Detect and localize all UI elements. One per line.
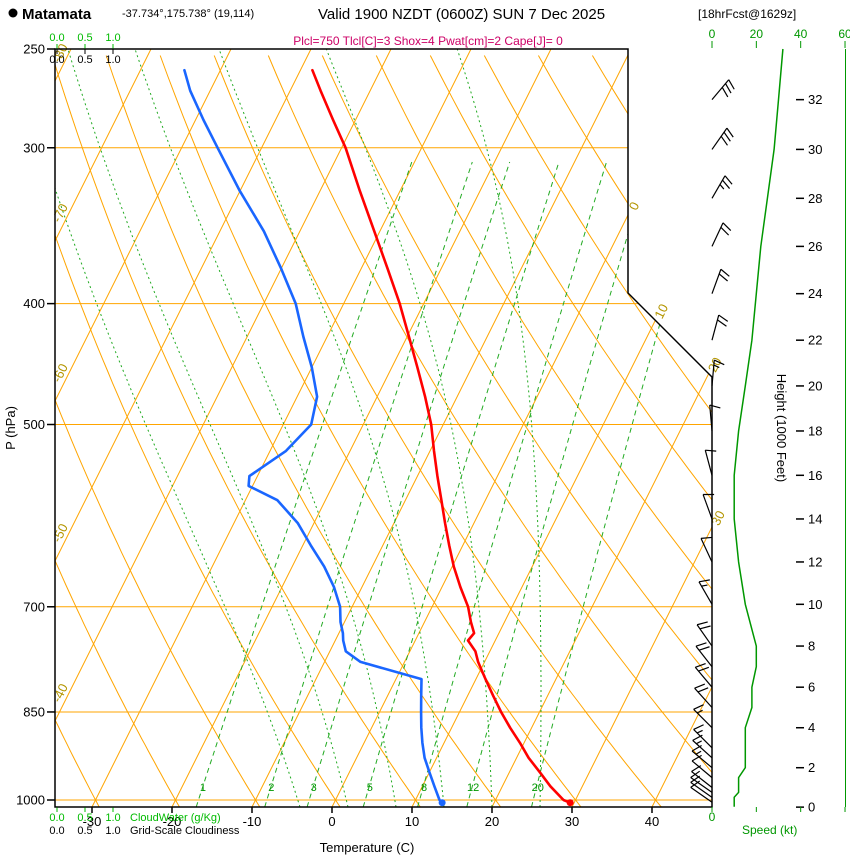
svg-text:1.0: 1.0 <box>105 32 120 44</box>
svg-text:22: 22 <box>808 333 822 348</box>
svg-text:300: 300 <box>23 140 45 155</box>
plot-border <box>54 48 713 808</box>
valid-time: Valid 1900 NZDT (0600Z) SUN 7 Dec 2025 <box>318 6 605 23</box>
svg-text:40: 40 <box>794 27 808 41</box>
svg-text:250: 250 <box>23 42 45 57</box>
svg-text:8: 8 <box>421 782 427 794</box>
svg-text:6: 6 <box>808 680 815 695</box>
svg-text:-60: -60 <box>49 361 71 385</box>
svg-text:12: 12 <box>808 554 822 569</box>
svg-text:0.5: 0.5 <box>77 825 92 837</box>
cloudwater-label: CloudWater (g/Kg) <box>130 812 221 824</box>
station-name: Matamata <box>22 6 92 23</box>
station-coords: -37.734°,175.738° (19,114) <box>122 8 254 20</box>
svg-text:0.5: 0.5 <box>77 32 92 44</box>
surface-temp-marker <box>566 799 574 807</box>
svg-text:0.5: 0.5 <box>77 812 92 824</box>
svg-text:20: 20 <box>532 782 544 794</box>
svg-text:1: 1 <box>200 782 206 794</box>
svg-text:20: 20 <box>808 378 822 393</box>
svg-text:4: 4 <box>808 720 815 735</box>
title-bullet-icon <box>8 8 18 18</box>
background-grid <box>55 49 712 807</box>
svg-text:0.0: 0.0 <box>49 32 64 44</box>
svg-text:16: 16 <box>808 468 822 483</box>
svg-text:30: 30 <box>808 142 822 157</box>
surface-temp-dot <box>566 799 574 807</box>
svg-text:0.0: 0.0 <box>49 812 64 824</box>
svg-text:5: 5 <box>367 782 373 794</box>
svg-text:18: 18 <box>808 423 822 438</box>
svg-text:2: 2 <box>268 782 274 794</box>
svg-text:-30: -30 <box>83 814 102 829</box>
svg-text:0.0: 0.0 <box>49 54 64 66</box>
svg-text:-70: -70 <box>49 201 71 225</box>
svg-text:60: 60 <box>838 27 850 41</box>
svg-text:14: 14 <box>808 511 822 526</box>
svg-text:3: 3 <box>311 782 317 794</box>
forecast-tag: [18hrFcst@1629z] <box>698 7 796 21</box>
svg-text:0: 0 <box>709 27 716 41</box>
svg-text:-20: -20 <box>163 814 182 829</box>
surface-dewpoint-dot <box>438 799 446 807</box>
wind-speed-curve <box>733 48 784 807</box>
svg-text:-10: -10 <box>243 814 262 829</box>
pressure-axis-label: P (hPa) <box>3 406 18 450</box>
svg-text:500: 500 <box>23 417 45 432</box>
svg-text:40: 40 <box>645 814 659 829</box>
temperature-axis-label: Temperature (C) <box>320 840 415 855</box>
svg-text:26: 26 <box>808 239 822 254</box>
svg-text:0: 0 <box>808 800 815 815</box>
svg-text:10: 10 <box>651 301 671 321</box>
svg-text:0.5: 0.5 <box>77 54 92 66</box>
svg-text:-50: -50 <box>49 521 71 545</box>
svg-text:32: 32 <box>808 92 822 107</box>
cloud-scale-ticks: 0.00.00.00.00.50.50.50.51.01.01.01.0 <box>49 32 120 837</box>
svg-text:1.0: 1.0 <box>105 825 120 837</box>
svg-text:-40: -40 <box>49 681 71 705</box>
svg-text:850: 850 <box>23 704 45 719</box>
svg-text:2: 2 <box>808 760 815 775</box>
svg-text:20: 20 <box>485 814 499 829</box>
sounding-params: Plcl=750 Tlcl[C]=3 Shox=4 Pwat[cm]=2 Cap… <box>293 34 563 48</box>
cloudiness-label: Grid-Scale Cloudiness <box>130 825 240 837</box>
svg-text:10: 10 <box>405 814 419 829</box>
svg-text:24: 24 <box>808 286 822 301</box>
temperature-curve <box>311 68 572 804</box>
svg-text:0: 0 <box>328 814 335 829</box>
svg-text:12: 12 <box>467 782 479 794</box>
svg-text:10: 10 <box>808 597 822 612</box>
mixing-ratio-labels: 1 2 3 5 8 12 20 <box>200 782 544 794</box>
svg-text:30: 30 <box>565 814 579 829</box>
svg-text:8: 8 <box>808 639 815 654</box>
svg-text:28: 28 <box>808 191 822 206</box>
svg-text:30: 30 <box>708 508 728 528</box>
svg-text:1000: 1000 <box>16 793 45 808</box>
svg-text:700: 700 <box>23 599 45 614</box>
speed-axis-label: Speed (kt) <box>742 823 797 837</box>
svg-text:1.0: 1.0 <box>105 54 120 66</box>
surface-dewpoint-marker <box>438 799 446 807</box>
height-axis-label: Height (1000 Feet) <box>774 374 789 482</box>
temperature-tick-labels: -30 -20 -10 0 10 20 30 40 <box>83 807 659 829</box>
speed-tick-labels: 0 20 40 60 <box>709 27 850 812</box>
svg-text:20: 20 <box>750 27 764 41</box>
dewpoint-curve <box>183 68 444 804</box>
svg-text:1.0: 1.0 <box>105 812 120 824</box>
speed-zero-label: 0 <box>709 810 716 824</box>
wind-barbs <box>690 79 735 803</box>
pressure-tick-labels: 250 300 400 500 700 850 1000 <box>16 42 55 808</box>
svg-text:0.0: 0.0 <box>49 825 64 837</box>
svg-text:400: 400 <box>23 296 45 311</box>
svg-text:20: 20 <box>705 355 725 375</box>
